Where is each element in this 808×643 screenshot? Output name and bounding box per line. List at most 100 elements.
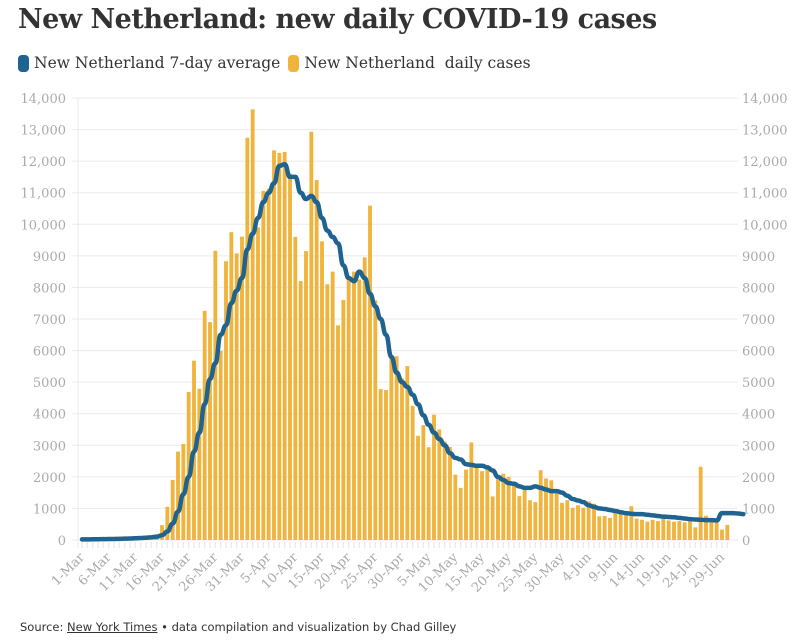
- daily-cases-bar[interactable]: [208, 322, 212, 540]
- daily-cases-bar[interactable]: [560, 502, 564, 540]
- daily-cases-bar[interactable]: [677, 521, 682, 540]
- daily-cases-bar[interactable]: [378, 389, 383, 540]
- daily-cases-bar[interactable]: [613, 511, 618, 540]
- daily-cases-bar[interactable]: [474, 467, 479, 540]
- daily-cases-bar[interactable]: [709, 519, 714, 540]
- daily-cases-bar[interactable]: [725, 524, 730, 540]
- daily-cases-bar[interactable]: [272, 150, 276, 540]
- daily-cases-bar[interactable]: [352, 271, 356, 540]
- daily-cases-bar[interactable]: [298, 281, 303, 540]
- daily-cases-bar[interactable]: [608, 517, 612, 540]
- daily-cases-bar[interactable]: [256, 227, 260, 540]
- daily-cases-bar[interactable]: [544, 478, 548, 540]
- daily-cases-bar[interactable]: [304, 251, 308, 540]
- daily-cases-bar[interactable]: [165, 506, 170, 540]
- daily-cases-bar[interactable]: [506, 476, 511, 540]
- daily-cases-bar[interactable]: [469, 442, 474, 540]
- daily-cases-bar[interactable]: [421, 425, 426, 540]
- daily-cases-bar[interactable]: [517, 496, 522, 540]
- source-link[interactable]: New York Times: [67, 620, 158, 634]
- daily-cases-bar[interactable]: [186, 391, 191, 540]
- daily-cases-bar[interactable]: [448, 446, 452, 540]
- daily-cases-bar[interactable]: [288, 173, 292, 540]
- daily-cases-bar[interactable]: [410, 405, 415, 540]
- daily-cases-bar[interactable]: [389, 356, 394, 540]
- daily-cases-bar[interactable]: [160, 525, 164, 540]
- legend-item-daily[interactable]: New Netherland daily cases: [288, 54, 531, 72]
- daily-cases-bar[interactable]: [528, 500, 532, 540]
- daily-cases-bar[interactable]: [512, 485, 516, 540]
- daily-cases-bar[interactable]: [533, 502, 538, 540]
- daily-cases-bar[interactable]: [266, 188, 271, 541]
- daily-cases-bar[interactable]: [720, 529, 724, 540]
- daily-cases-bar[interactable]: [485, 467, 490, 540]
- daily-cases-bar[interactable]: [640, 519, 644, 540]
- daily-cases-bar[interactable]: [496, 477, 500, 540]
- daily-cases-bar[interactable]: [293, 236, 298, 540]
- daily-cases-bar[interactable]: [234, 253, 239, 540]
- daily-cases-bar[interactable]: [336, 325, 340, 540]
- daily-cases-bar[interactable]: [597, 516, 602, 540]
- daily-cases-bar[interactable]: [250, 109, 255, 540]
- daily-cases-bar[interactable]: [453, 474, 458, 540]
- daily-cases-bar[interactable]: [213, 250, 218, 540]
- daily-cases-bar[interactable]: [490, 496, 495, 540]
- daily-cases-bar[interactable]: [581, 507, 586, 540]
- daily-cases-bar[interactable]: [464, 469, 468, 540]
- daily-cases-bar[interactable]: [224, 261, 228, 540]
- daily-cases-bar[interactable]: [202, 310, 207, 540]
- daily-cases-bar[interactable]: [245, 137, 250, 540]
- daily-cases-bar[interactable]: [554, 492, 559, 540]
- daily-cases-bar[interactable]: [400, 378, 404, 540]
- daily-cases-bar[interactable]: [634, 518, 639, 540]
- daily-cases-bar[interactable]: [229, 232, 234, 540]
- daily-cases-bar[interactable]: [437, 429, 442, 541]
- daily-cases-bar[interactable]: [277, 152, 282, 541]
- daily-cases-bar[interactable]: [384, 390, 388, 540]
- daily-cases-bar[interactable]: [682, 522, 687, 540]
- daily-cases-bar[interactable]: [661, 518, 666, 540]
- daily-cases-bar[interactable]: [170, 480, 175, 540]
- daily-cases-bar[interactable]: [704, 515, 708, 540]
- daily-cases-bar[interactable]: [458, 487, 463, 540]
- daily-cases-bar[interactable]: [501, 473, 506, 540]
- daily-cases-bar[interactable]: [330, 271, 335, 540]
- daily-cases-bar[interactable]: [154, 538, 159, 540]
- daily-cases-bar[interactable]: [602, 516, 607, 540]
- daily-cases-bar[interactable]: [565, 500, 570, 540]
- daily-cases-bar[interactable]: [341, 300, 346, 540]
- daily-cases-bar[interactable]: [218, 350, 223, 540]
- daily-cases-bar[interactable]: [656, 521, 660, 540]
- daily-cases-bar[interactable]: [522, 490, 527, 540]
- daily-cases-bar[interactable]: [346, 276, 351, 540]
- daily-cases-bar[interactable]: [592, 503, 596, 540]
- daily-cases-bar[interactable]: [357, 279, 362, 540]
- daily-cases-bar[interactable]: [666, 520, 671, 540]
- daily-cases-bar[interactable]: [282, 151, 287, 541]
- daily-cases-bar[interactable]: [368, 205, 372, 540]
- daily-cases-bar[interactable]: [309, 131, 314, 540]
- daily-cases-bar[interactable]: [618, 513, 623, 540]
- daily-cases-bar[interactable]: [373, 300, 378, 540]
- daily-cases-bar[interactable]: [538, 470, 543, 540]
- daily-cases-bar[interactable]: [240, 236, 244, 540]
- daily-cases-bar[interactable]: [570, 507, 575, 540]
- daily-cases-bar[interactable]: [645, 521, 650, 540]
- daily-cases-bar[interactable]: [325, 284, 330, 540]
- daily-cases-bar[interactable]: [624, 515, 628, 540]
- daily-cases-bar[interactable]: [714, 519, 719, 540]
- daily-cases-bar[interactable]: [586, 501, 591, 540]
- daily-cases-bar[interactable]: [416, 435, 420, 540]
- daily-cases-bar[interactable]: [405, 366, 410, 540]
- daily-cases-bar[interactable]: [394, 356, 399, 540]
- daily-cases-bar[interactable]: [549, 480, 554, 540]
- daily-cases-bar[interactable]: [698, 466, 703, 540]
- daily-cases-bar[interactable]: [261, 190, 266, 540]
- legend-item-average[interactable]: New Netherland 7-day average: [18, 54, 280, 72]
- daily-cases-bar[interactable]: [688, 521, 692, 540]
- daily-cases-bar[interactable]: [693, 527, 698, 540]
- daily-cases-bar[interactable]: [320, 241, 324, 540]
- daily-cases-bar[interactable]: [480, 471, 484, 540]
- daily-cases-bar[interactable]: [426, 447, 431, 540]
- daily-cases-bar[interactable]: [197, 388, 202, 540]
